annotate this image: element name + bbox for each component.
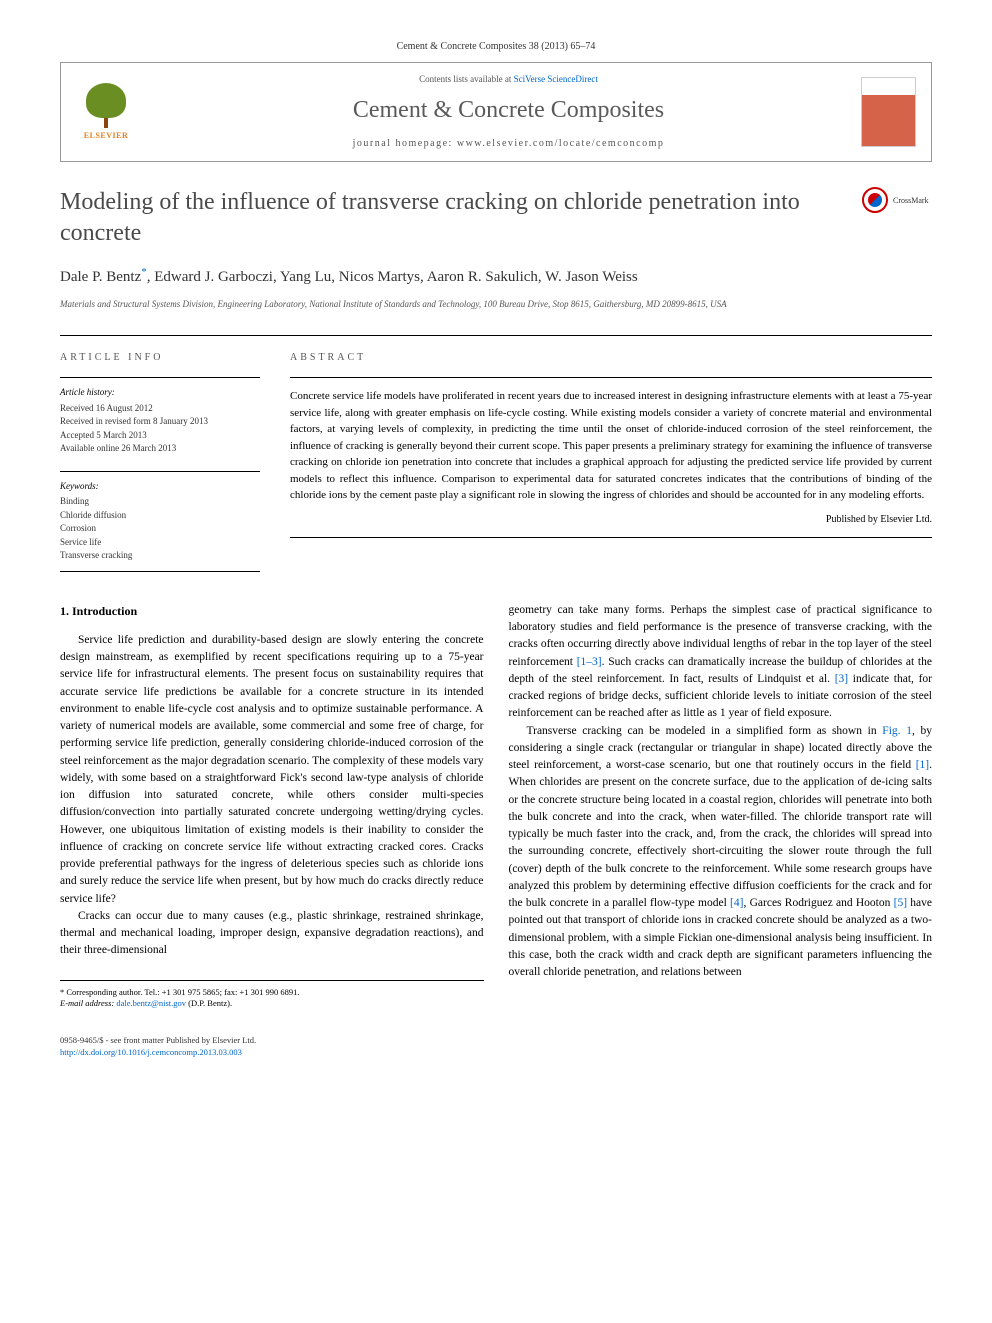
contents-prefix: Contents lists available at xyxy=(419,74,513,84)
crossmark-icon xyxy=(862,187,888,213)
ref-link-4[interactable]: [4] xyxy=(730,897,743,909)
history-online: Available online 26 March 2013 xyxy=(60,442,260,456)
elsevier-tree-icon xyxy=(84,83,129,128)
left-column: 1. Introduction Service life prediction … xyxy=(60,602,484,1011)
email-label: E-mail address: xyxy=(60,998,116,1008)
ref-link-1[interactable]: [1] xyxy=(916,759,929,771)
history-revised: Received in revised form 8 January 2013 xyxy=(60,415,260,429)
journal-homepage-line: journal homepage: www.elsevier.com/locat… xyxy=(156,137,861,151)
intro-paragraph-2: Cracks can occur due to many causes (e.g… xyxy=(60,908,484,960)
footnote-section: * Corresponding author. Tel.: +1 301 975… xyxy=(60,980,484,1011)
author-email-link[interactable]: dale.bentz@nist.gov xyxy=(116,998,186,1008)
col2-p2d: , Garces Rodriguez and Hooton xyxy=(743,897,893,909)
title-section: Modeling of the influence of transverse … xyxy=(60,187,932,249)
journal-name: Cement & Concrete Composites xyxy=(156,94,861,128)
info-abstract-row: ARTICLE INFO Article history: Received 1… xyxy=(60,335,932,572)
elsevier-publisher-name: ELSEVIER xyxy=(84,130,128,141)
authors-list: Dale P. Bentz*, Edward J. Garboczi, Yang… xyxy=(60,265,932,288)
crossmark-badge[interactable]: CrossMark xyxy=(862,187,932,213)
section-number: 1. xyxy=(60,604,69,618)
intro-paragraph-1: Service life prediction and durability-b… xyxy=(60,632,484,908)
author-affiliation: Materials and Structural Systems Divisio… xyxy=(60,298,932,311)
history-label: Article history: xyxy=(60,386,260,399)
article-history-block: Article history: Received 16 August 2012… xyxy=(60,377,260,456)
abstract-text: Concrete service life models have prolif… xyxy=(290,377,932,538)
intro-paragraph-2-cont: geometry can take many forms. Perhaps th… xyxy=(509,602,933,723)
history-accepted: Accepted 5 March 2013 xyxy=(60,429,260,443)
crossmark-label: CrossMark xyxy=(893,195,929,206)
journal-cover-thumbnail[interactable] xyxy=(861,77,916,147)
keyword-item: Chloride diffusion xyxy=(60,509,260,523)
keyword-item: Transverse cracking xyxy=(60,549,260,563)
keywords-block: Keywords: Binding Chloride diffusion Cor… xyxy=(60,471,260,572)
col2-p2a: Transverse cracking can be modeled in a … xyxy=(527,725,883,737)
intro-paragraph-3: Transverse cracking can be modeled in a … xyxy=(509,723,933,982)
abstract-body: Concrete service life models have prolif… xyxy=(290,390,932,501)
article-info-header: ARTICLE INFO xyxy=(60,351,260,365)
section-title: Introduction xyxy=(72,604,137,618)
homepage-url[interactable]: www.elsevier.com/locate/cemconcomp xyxy=(457,138,665,149)
sciverse-link[interactable]: SciVerse ScienceDirect xyxy=(514,74,598,84)
corresponding-marker[interactable]: * xyxy=(141,266,147,278)
email-suffix: (D.P. Bentz). xyxy=(186,998,232,1008)
ref-link-5[interactable]: [5] xyxy=(894,897,907,909)
ref-link-3[interactable]: [3] xyxy=(835,673,848,685)
email-footnote: E-mail address: dale.bentz@nist.gov (D.P… xyxy=(60,998,484,1010)
homepage-prefix: journal homepage: xyxy=(353,138,457,149)
history-received: Received 16 August 2012 xyxy=(60,402,260,416)
right-column: geometry can take many forms. Perhaps th… xyxy=(509,602,933,1011)
header-citation: Cement & Concrete Composites 38 (2013) 6… xyxy=(60,40,932,54)
abstract-column: ABSTRACT Concrete service life models ha… xyxy=(290,351,932,572)
abstract-header: ABSTRACT xyxy=(290,351,932,365)
section-heading: 1. Introduction xyxy=(60,602,484,620)
body-columns: 1. Introduction Service life prediction … xyxy=(60,602,932,1011)
col2-p2e: have pointed out that transport of chlor… xyxy=(509,897,933,978)
keywords-label: Keywords: xyxy=(60,480,260,493)
keyword-item: Service life xyxy=(60,536,260,550)
article-info-column: ARTICLE INFO Article history: Received 1… xyxy=(60,351,260,572)
col2-p2c: . When chlorides are present on the conc… xyxy=(509,759,933,909)
contents-available-line: Contents lists available at SciVerse Sci… xyxy=(156,73,861,86)
keyword-item: Corrosion xyxy=(60,522,260,536)
ref-link-1-3[interactable]: [1–3] xyxy=(577,656,602,668)
journal-header-box: ELSEVIER Contents lists available at Sci… xyxy=(60,62,932,162)
article-title: Modeling of the influence of transverse … xyxy=(60,187,847,249)
corresponding-author-footnote: * Corresponding author. Tel.: +1 301 975… xyxy=(60,987,484,999)
publisher-note: Published by Elsevier Ltd. xyxy=(290,512,932,527)
header-center: Contents lists available at SciVerse Sci… xyxy=(156,73,861,151)
issn-line: 0958-9465/$ - see front matter Published… xyxy=(60,1035,932,1047)
fig-1-link[interactable]: Fig. 1 xyxy=(882,725,912,737)
doi-link[interactable]: http://dx.doi.org/10.1016/j.cemconcomp.2… xyxy=(60,1047,242,1057)
keyword-item: Binding xyxy=(60,495,260,509)
footer-meta: 0958-9465/$ - see front matter Published… xyxy=(60,1035,932,1059)
elsevier-logo[interactable]: ELSEVIER xyxy=(76,80,136,145)
